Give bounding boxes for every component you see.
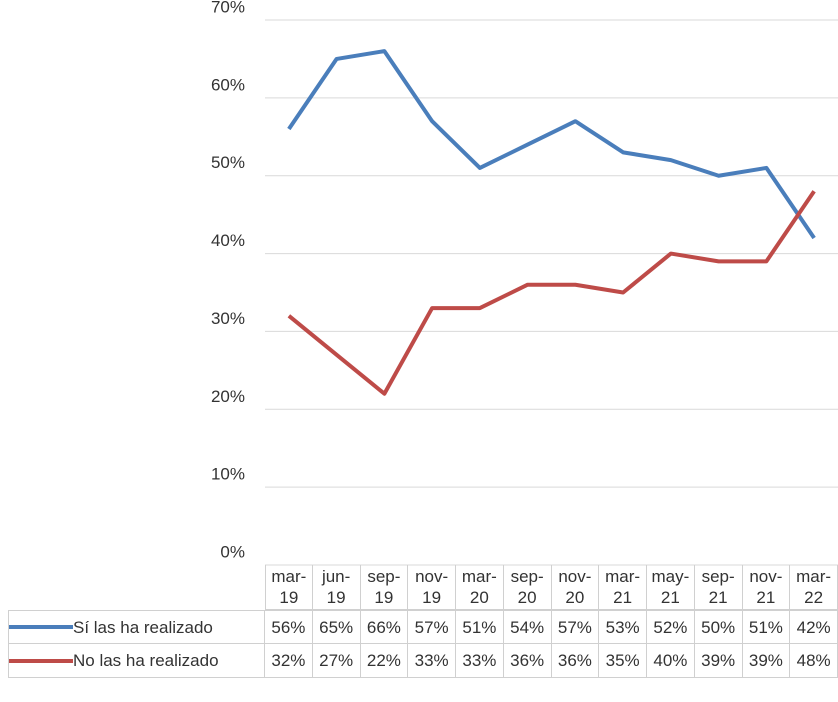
series-line (287, 190, 816, 396)
value-cell: 53% (599, 610, 647, 644)
value-cell: 33% (456, 644, 504, 678)
legend-cell: Sí las ha realizado (8, 610, 265, 644)
value-cell: 27% (312, 644, 361, 678)
legend-label: No las ha realizado (73, 651, 219, 670)
value-cell: 51% (742, 610, 791, 644)
legend-swatch (9, 658, 73, 663)
category-cell: mar-19 (265, 565, 313, 610)
value-cell: 22% (360, 644, 409, 678)
value-cell: 56% (265, 610, 313, 644)
value-cell: 40% (647, 644, 695, 678)
y-tick-label: 40% (211, 231, 245, 250)
value-cell: 36% (551, 644, 600, 678)
category-cell: jun-19 (312, 565, 361, 610)
legend-cell: No las ha realizado (8, 644, 265, 678)
category-cell: sep-19 (360, 565, 409, 610)
value-cell: 50% (694, 610, 743, 644)
legend-swatch (9, 625, 73, 629)
category-cell: mar-20 (456, 565, 504, 610)
category-cell: nov-21 (742, 565, 791, 610)
value-cell: 39% (694, 644, 743, 678)
series-line (287, 49, 816, 240)
value-cell: 52% (647, 610, 695, 644)
value-cell: 54% (503, 610, 552, 644)
y-tick-label: 50% (211, 153, 245, 172)
y-tick-label: 10% (211, 465, 245, 484)
y-tick-label: 30% (211, 309, 245, 328)
value-cell: 48% (790, 644, 838, 678)
value-cell: 32% (265, 644, 313, 678)
category-cell: sep-20 (503, 565, 552, 610)
category-cell: nov-20 (551, 565, 600, 610)
y-tick-label: 20% (211, 387, 245, 406)
category-cell: mar-21 (599, 565, 647, 610)
y-tick-label: 0% (220, 542, 245, 561)
value-cell: 66% (360, 610, 409, 644)
category-cell: may-21 (647, 565, 695, 610)
y-tick-label: 70% (211, 0, 245, 16)
value-cell: 36% (503, 644, 552, 678)
legend-label: Sí las ha realizado (73, 617, 213, 637)
value-cell: 51% (456, 610, 504, 644)
value-cell: 57% (551, 610, 600, 644)
value-cell: 65% (312, 610, 361, 644)
value-cell: 35% (599, 644, 647, 678)
value-cell: 33% (408, 644, 456, 678)
value-cell: 39% (742, 644, 791, 678)
value-cell: 42% (790, 610, 838, 644)
value-cell: 57% (408, 610, 456, 644)
category-cell: mar-22 (790, 565, 838, 610)
category-cell: sep-21 (694, 565, 743, 610)
category-cell: nov-19 (408, 565, 456, 610)
y-tick-label: 60% (211, 75, 245, 94)
